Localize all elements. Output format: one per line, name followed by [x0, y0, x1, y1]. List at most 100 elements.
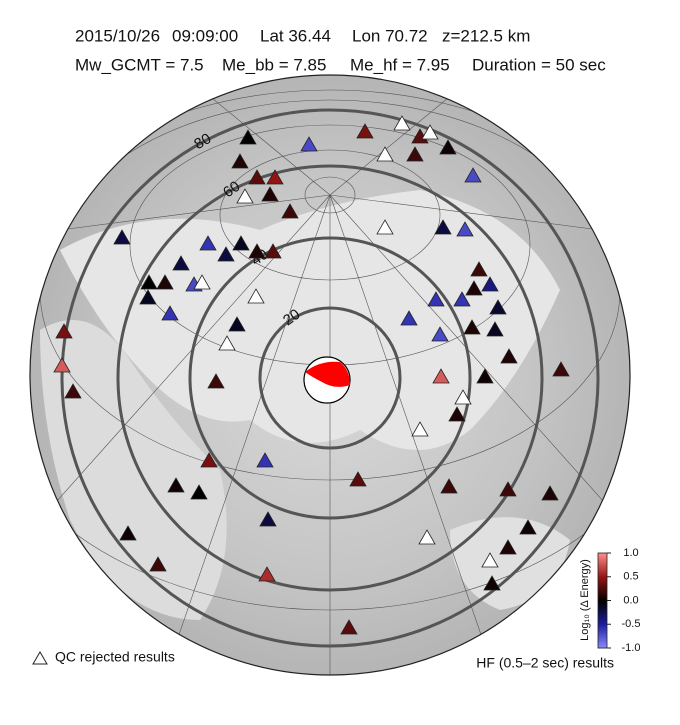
colorbar-cell — [598, 629, 607, 632]
colorbar-cell — [598, 594, 607, 598]
station — [440, 478, 458, 494]
distance-label: 20 — [280, 306, 303, 329]
colorbar-cell — [598, 611, 607, 615]
station — [193, 274, 211, 290]
colorbar-cell — [598, 581, 607, 584]
station — [236, 188, 254, 204]
station — [218, 335, 236, 351]
station — [349, 471, 367, 487]
mw: Mw_GCMT = 7.5 — [75, 55, 204, 74]
colorbar-cell — [598, 587, 607, 590]
station — [266, 169, 284, 185]
station — [376, 146, 394, 162]
colorbar-cell — [598, 623, 607, 626]
depth: z=212.5 km — [442, 26, 530, 45]
station — [172, 255, 190, 271]
land — [450, 517, 570, 610]
distance-label: 80 — [191, 130, 214, 153]
me-hf: Me_hf = 7.95 — [350, 55, 450, 74]
colorbar-cell — [598, 600, 607, 603]
station — [64, 383, 82, 399]
station — [200, 452, 218, 468]
station — [464, 167, 482, 183]
station — [421, 124, 439, 140]
station — [432, 368, 450, 384]
station — [139, 289, 157, 305]
station — [481, 552, 499, 568]
station — [463, 319, 481, 335]
time: 09:09:00 — [172, 26, 238, 45]
legend-band: HF (0.5–2 sec) results — [476, 655, 614, 671]
station — [281, 203, 299, 219]
station — [500, 348, 518, 364]
station — [232, 235, 250, 251]
colorbar-cell — [598, 591, 607, 594]
station — [400, 310, 418, 326]
station — [199, 235, 217, 251]
station — [247, 288, 265, 304]
station — [156, 274, 174, 290]
station — [140, 274, 158, 290]
colorbar-cell — [598, 556, 607, 560]
station — [418, 529, 436, 545]
distance-rings — [60, 108, 600, 648]
colorbar-cell — [598, 638, 607, 641]
station — [300, 136, 318, 152]
colorbar-label: Log₁₀ (Δ Energy) — [579, 559, 591, 641]
colorbar-cell — [598, 570, 607, 573]
station — [427, 291, 445, 307]
land — [40, 320, 227, 620]
station — [248, 169, 266, 185]
colorbar-cell — [598, 558, 607, 562]
colorbar-cell — [598, 640, 607, 643]
station — [256, 452, 274, 468]
station — [167, 477, 185, 493]
colorbar-cell — [598, 630, 607, 634]
station — [239, 129, 257, 145]
legend-triangle — [32, 651, 48, 665]
station — [483, 575, 501, 591]
globe-edge — [29, 74, 631, 676]
colorbar-cell — [598, 575, 607, 579]
colorbar-cell — [598, 564, 607, 567]
station — [476, 368, 494, 384]
colorbar-cell — [598, 598, 607, 601]
colorbar-cell — [598, 573, 607, 577]
station — [439, 139, 457, 155]
colorbar-cell — [598, 596, 607, 600]
colorbar-cell — [598, 560, 607, 563]
station — [481, 276, 499, 292]
colorbar-cell — [598, 608, 607, 611]
station — [217, 246, 235, 262]
station — [448, 406, 466, 422]
colorbar-cell — [598, 619, 607, 622]
station — [434, 219, 452, 235]
colorbar-cell — [598, 617, 607, 620]
legend-rejected: QC rejected results — [55, 649, 175, 665]
colorbar-cell — [598, 572, 607, 575]
station — [340, 619, 358, 635]
colorbar-tick-label: -1.0 — [622, 642, 641, 654]
station — [113, 229, 131, 245]
colorbar-cell — [598, 568, 607, 571]
land — [60, 190, 560, 450]
station — [376, 219, 394, 235]
colorbar-cell — [598, 579, 607, 582]
colorbar-cell — [598, 613, 607, 617]
colorbar-cell — [598, 634, 607, 638]
colorbar-tick-label: -0.5 — [622, 618, 641, 630]
station — [499, 539, 517, 555]
colorbar-cell — [598, 642, 607, 645]
colorbar-cell — [598, 585, 607, 588]
station — [248, 243, 266, 259]
colorbar-cell — [598, 602, 607, 605]
station — [456, 221, 474, 237]
colorbar-cell — [598, 592, 607, 596]
station — [190, 484, 208, 500]
colorbar-cell — [598, 589, 607, 592]
colorbar-cell — [598, 627, 607, 630]
colorbar-cell — [598, 606, 607, 609]
colorbar-cell — [598, 644, 607, 647]
lon: Lon 70.72 — [352, 26, 428, 45]
